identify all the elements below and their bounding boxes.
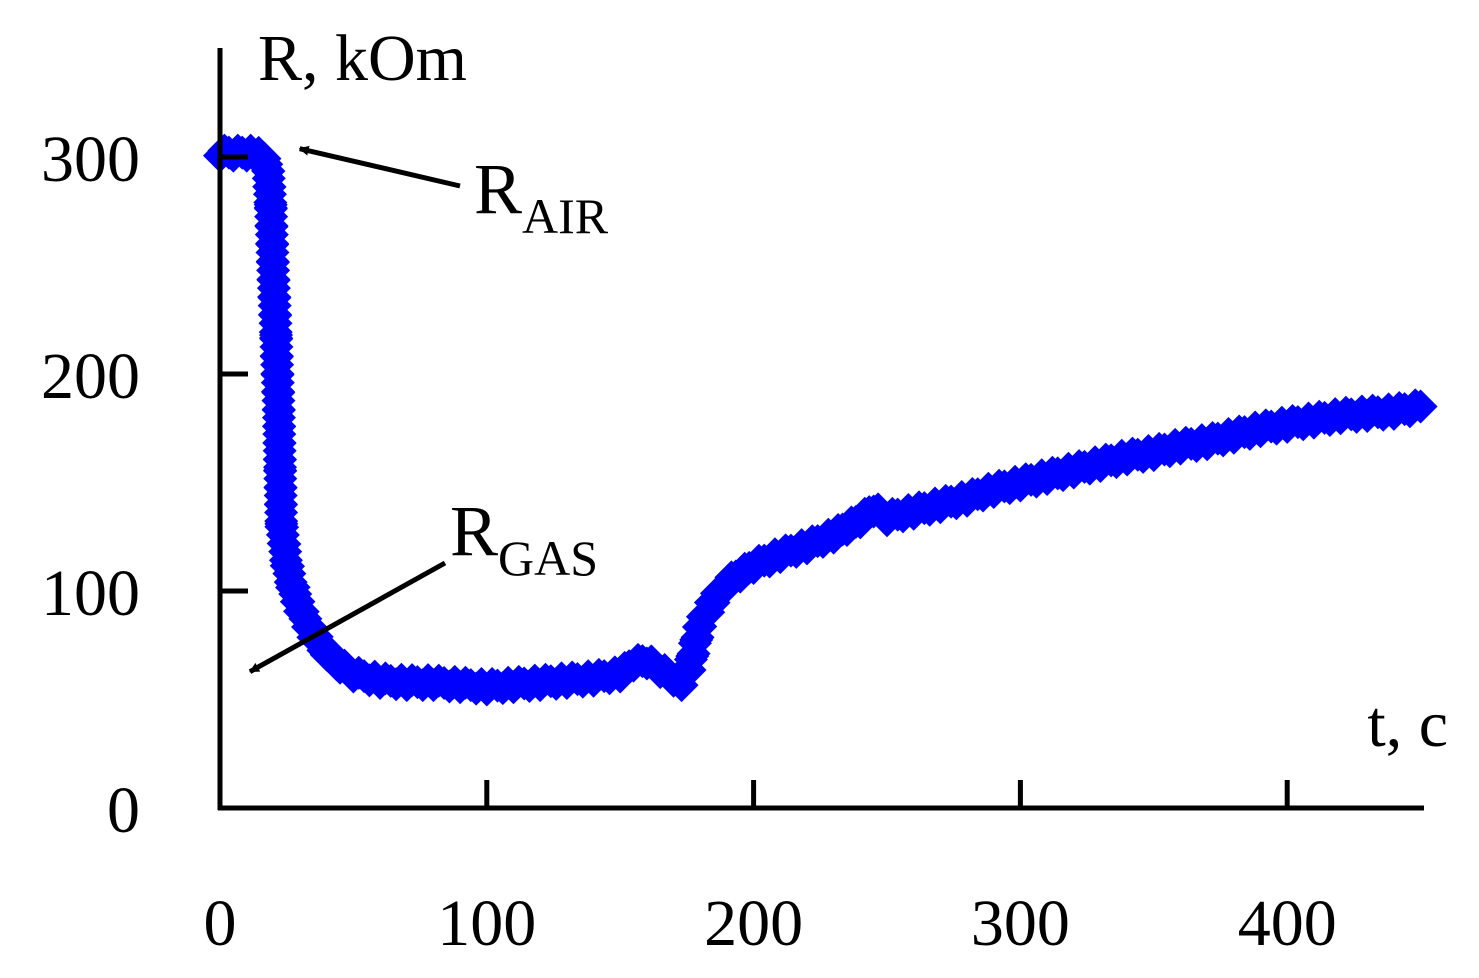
data-point <box>1403 389 1438 424</box>
data-point-key <box>264 506 299 541</box>
y-axis-title: R, kOm <box>258 22 467 95</box>
x-axis-title: t, c <box>1367 688 1448 761</box>
x-tick-label-200: 200 <box>704 887 803 960</box>
arrow-air <box>298 145 461 189</box>
annotation-air-sub: AIR <box>522 188 609 244</box>
x-tick-label-0: 0 <box>204 887 237 960</box>
ticks-layer: 0 100 200 300 400 0 100 200 300 <box>41 123 1337 960</box>
annotation-gas-main: R <box>450 491 498 571</box>
data-layer <box>203 133 1438 707</box>
annotation-air-main: R <box>474 149 522 229</box>
annotation-gas-sub: GAS <box>498 530 598 586</box>
annotation-gas-label: RGAS <box>450 491 598 586</box>
arrow-gas <box>248 560 447 674</box>
data-point-key <box>253 187 288 222</box>
x-tick-label-300: 300 <box>971 887 1070 960</box>
y-tick-label-200: 200 <box>41 340 140 413</box>
x-tick-label-100: 100 <box>437 887 536 960</box>
data-point-key <box>259 317 294 352</box>
x-tick-label-400: 400 <box>1238 887 1337 960</box>
annotation-air-label: RAIR <box>474 149 609 244</box>
data-point-key <box>263 450 298 485</box>
annotation-gas: RGAS <box>248 491 598 674</box>
y-tick-label-100: 100 <box>41 557 140 630</box>
y-tick-label-0: 0 <box>107 774 140 847</box>
annotation-air: RAIR <box>298 145 609 244</box>
y-tick-label-300: 300 <box>41 123 140 196</box>
